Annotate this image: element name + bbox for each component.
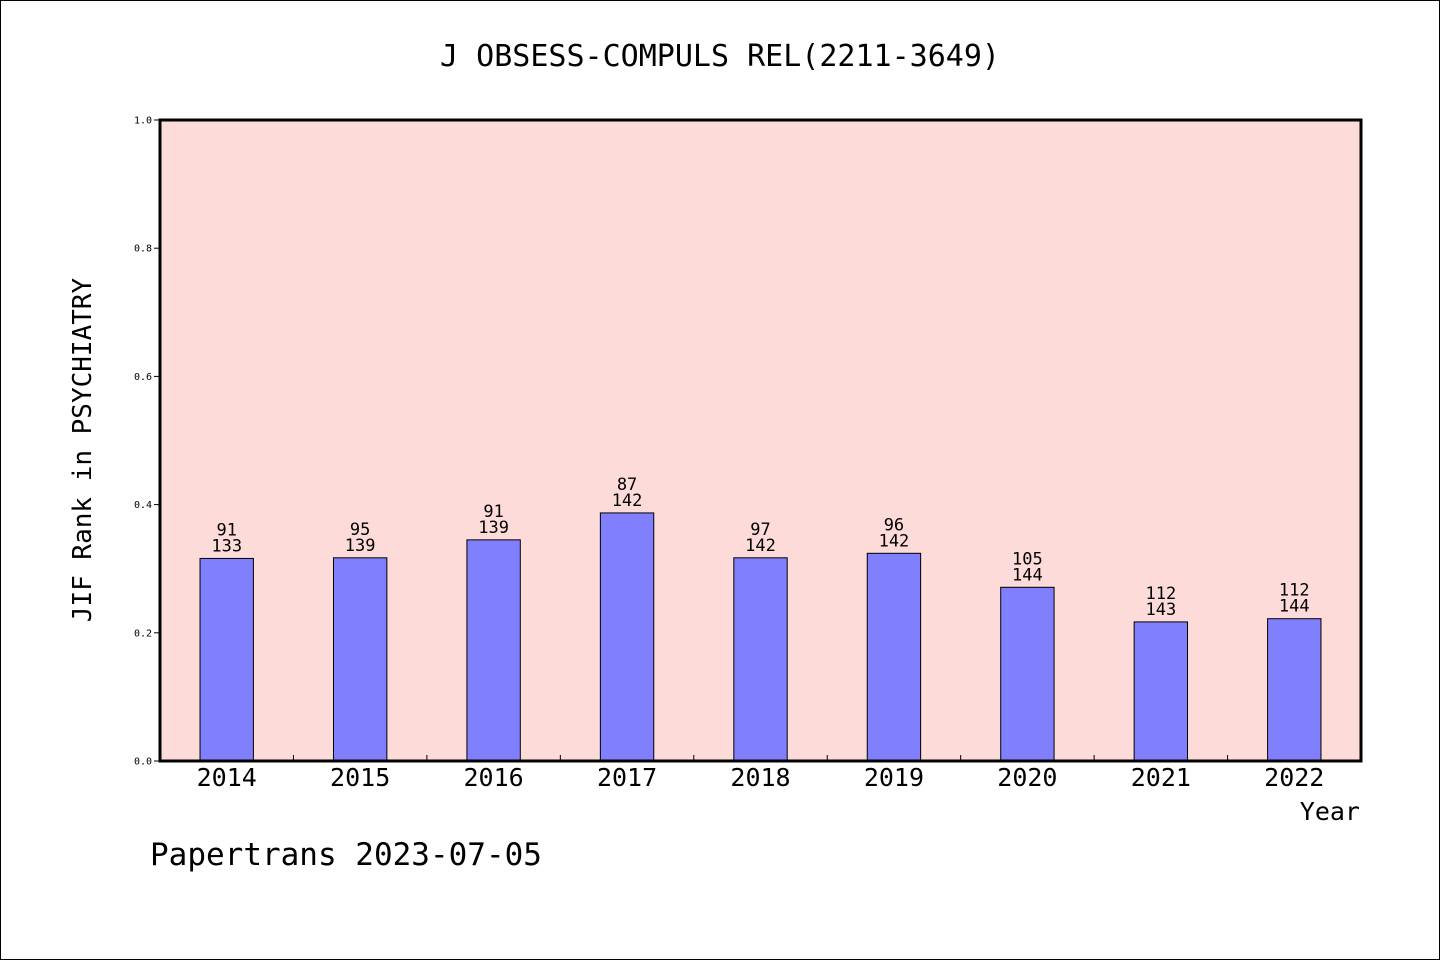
- x-tick-label: 2017: [597, 763, 657, 792]
- bar-label-rank: 95: [350, 520, 370, 540]
- x-tick-label: 2019: [864, 763, 924, 792]
- bar-label-rank: 91: [483, 502, 503, 522]
- bar: [599, 512, 655, 762]
- bar: [466, 539, 521, 762]
- x-axis: 2014 2015 2016 2017 2018 2019 2020 2021 2022: [159, 755, 1362, 792]
- bars-layer: 9113395139911398714297142961421051441121…: [199, 475, 1322, 762]
- x-tick-label: 2021: [1131, 763, 1191, 792]
- bar: [199, 557, 254, 762]
- bar-label-rank: 87: [617, 475, 637, 495]
- bar-label-total: 139: [345, 536, 376, 556]
- plot-frame: [158, 118, 1363, 763]
- bar-label-total: 142: [745, 536, 776, 556]
- bar-label-total: 144: [1012, 565, 1043, 585]
- bar: [733, 557, 788, 762]
- x-tick-label: 2014: [197, 763, 257, 792]
- bar-label-rank: 97: [750, 520, 770, 540]
- bar-label-rank: 91: [216, 520, 236, 540]
- y-tick-label: 0.8: [134, 244, 152, 255]
- bar: [1267, 618, 1322, 762]
- y-tick-label: 1.0: [134, 116, 152, 127]
- bar-label-rank: 112: [1145, 584, 1176, 604]
- bar-label-total: 142: [879, 531, 910, 551]
- bar: [1000, 586, 1055, 762]
- bar-label-total: 139: [478, 518, 509, 538]
- x-tick-label: 2020: [997, 763, 1057, 792]
- bar-label-rank: 105: [1012, 549, 1043, 569]
- bar-label-total: 144: [1279, 597, 1310, 617]
- bar: [1133, 621, 1189, 762]
- y-tick-label: 0.0: [134, 757, 152, 768]
- x-tick-label: 2018: [730, 763, 790, 792]
- bar-label-total: 143: [1145, 600, 1176, 620]
- bar: [866, 552, 922, 762]
- y-tick-label: 0.2: [134, 628, 152, 639]
- bar: [332, 557, 388, 762]
- bar-label-total: 133: [211, 536, 242, 556]
- y-axis-label: JIF Rank in PSYCHIATRY: [68, 277, 98, 622]
- x-tick-label: 2016: [464, 763, 524, 792]
- bar-label-rank: 96: [884, 515, 904, 535]
- bar-label-total: 142: [612, 491, 643, 511]
- y-tick-label: 0.6: [134, 372, 152, 383]
- chart-title: J OBSESS-COMPULS REL(2211-3649): [440, 39, 1000, 74]
- y-tick-label: 0.4: [134, 500, 152, 511]
- footer-text: Papertrans 2023-07-05: [150, 837, 542, 873]
- x-tick-label: 2015: [330, 763, 390, 792]
- bar-label-rank: 112: [1279, 581, 1310, 601]
- x-axis-label: Year: [1300, 797, 1360, 826]
- x-tick-label: 2022: [1264, 763, 1324, 792]
